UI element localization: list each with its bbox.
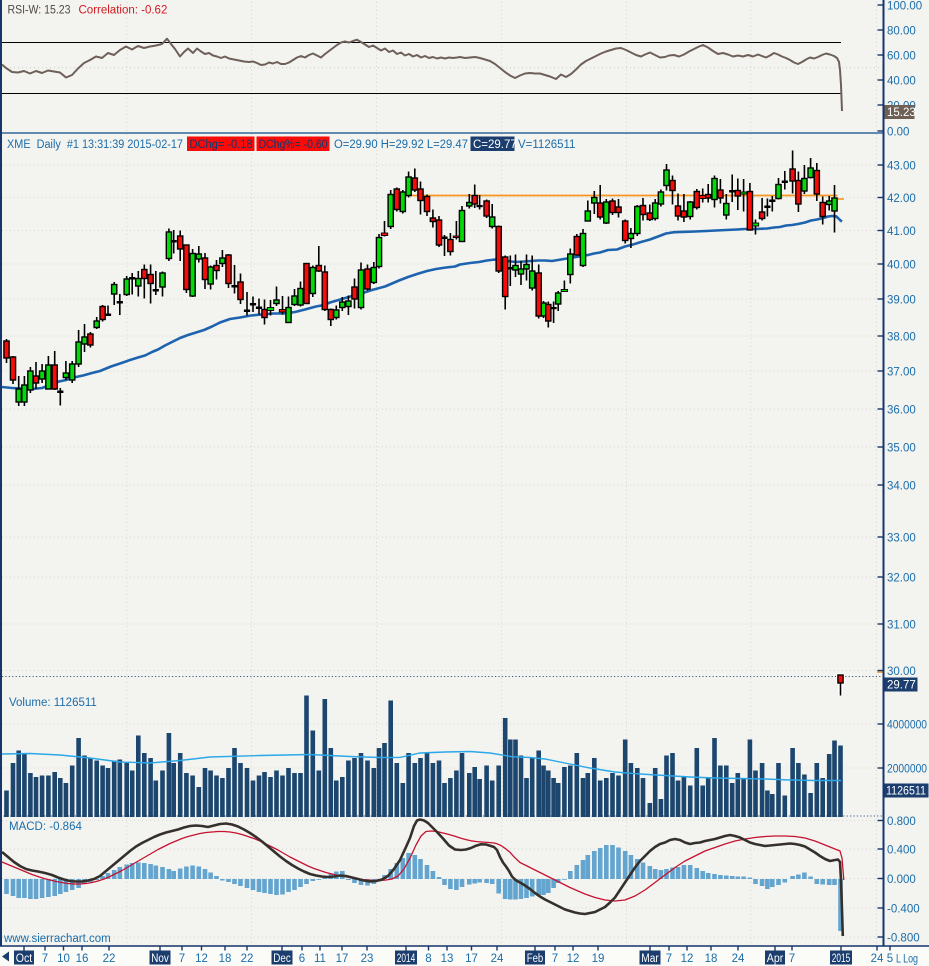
- svg-text:16: 16: [76, 953, 89, 965]
- svg-text:6: 6: [299, 953, 305, 965]
- svg-text:18: 18: [705, 953, 718, 965]
- svg-text:12: 12: [195, 953, 208, 965]
- svg-text:1126511: 1126511: [886, 786, 926, 798]
- svg-text:7: 7: [552, 953, 558, 965]
- svg-text:0.000: 0.000: [887, 874, 916, 886]
- svg-text:39.00: 39.00: [887, 295, 916, 307]
- svg-text:11: 11: [314, 953, 326, 965]
- svg-text:5: 5: [887, 953, 893, 965]
- svg-text:41.00: 41.00: [887, 226, 916, 238]
- svg-text:8: 8: [425, 953, 431, 965]
- svg-text:0.800: 0.800: [887, 816, 916, 828]
- svg-text:2015: 2015: [832, 953, 851, 965]
- svg-text:15.23: 15.23: [887, 107, 916, 119]
- svg-text:31.00: 31.00: [887, 620, 916, 632]
- svg-text:Volume: 1126511: Volume: 1126511: [9, 697, 97, 709]
- svg-text:12: 12: [567, 953, 580, 965]
- svg-text:80.00: 80.00: [887, 26, 916, 38]
- svg-text:13: 13: [441, 953, 454, 965]
- svg-text:Apr: Apr: [767, 953, 784, 965]
- svg-text:O=29.90 H=29.92 L=29.47: O=29.90 H=29.92 L=29.47: [334, 139, 468, 151]
- svg-text:22: 22: [103, 953, 116, 965]
- svg-text:0.00: 0.00: [887, 127, 909, 139]
- svg-text:DChg%= -0.60: DChg%= -0.60: [259, 139, 328, 151]
- svg-text:7: 7: [179, 953, 185, 965]
- svg-text:37.00: 37.00: [887, 367, 916, 379]
- svg-text:12: 12: [681, 953, 694, 965]
- svg-text:36.00: 36.00: [887, 405, 916, 417]
- svg-text:29.77: 29.77: [887, 680, 916, 692]
- svg-text:42.00: 42.00: [887, 193, 916, 205]
- svg-text:23: 23: [361, 953, 374, 965]
- svg-text:7: 7: [789, 953, 795, 965]
- svg-text:Dec: Dec: [273, 953, 291, 965]
- svg-text:35.00: 35.00: [887, 443, 916, 455]
- svg-text:38.00: 38.00: [887, 332, 916, 344]
- svg-text:0.400: 0.400: [887, 845, 916, 857]
- svg-text:100.00: 100.00: [887, 1, 922, 13]
- svg-text:22: 22: [241, 953, 254, 965]
- svg-text:24: 24: [732, 953, 745, 965]
- svg-text:DChg= -0.18: DChg= -0.18: [190, 139, 253, 151]
- svg-text:-0.400: -0.400: [887, 904, 920, 916]
- svg-text:Nov: Nov: [151, 953, 169, 965]
- svg-text:RSI-W: 15.23: RSI-W: 15.23: [8, 5, 71, 17]
- svg-text:7: 7: [42, 953, 48, 965]
- svg-text:2000000: 2000000: [887, 764, 927, 776]
- svg-text:10: 10: [57, 953, 70, 965]
- svg-text:7: 7: [666, 953, 672, 965]
- svg-text:-0.800: -0.800: [887, 933, 920, 945]
- svg-text:2014: 2014: [397, 953, 416, 965]
- svg-text:Feb: Feb: [527, 953, 544, 965]
- svg-text:32.00: 32.00: [887, 573, 916, 585]
- svg-text:40.00: 40.00: [887, 76, 916, 88]
- svg-text:MACD: -0.864: MACD: -0.864: [9, 821, 82, 833]
- svg-text:4000000: 4000000: [887, 720, 927, 732]
- svg-text:60.00: 60.00: [887, 51, 916, 63]
- svg-text:XME Daily #1 13:31:39 2015-0: XME Daily #1 13:31:39 2015-02-17: [7, 139, 183, 151]
- svg-text:33.00: 33.00: [887, 533, 916, 545]
- svg-text:L Log: L Log: [896, 954, 918, 966]
- svg-text:18: 18: [219, 953, 232, 965]
- svg-text:Oct: Oct: [16, 953, 33, 965]
- svg-text:17: 17: [336, 953, 349, 965]
- svg-text:17: 17: [465, 953, 478, 965]
- svg-text:24: 24: [491, 953, 504, 965]
- svg-text:34.00: 34.00: [887, 481, 916, 493]
- svg-text:C=29.77: C=29.77: [473, 139, 517, 151]
- svg-text:30.00: 30.00: [887, 666, 916, 678]
- svg-text:Correlation: -0.62: Correlation: -0.62: [79, 5, 168, 17]
- svg-text:24: 24: [871, 953, 884, 965]
- svg-text:Mar: Mar: [641, 953, 659, 965]
- svg-text:40.00: 40.00: [887, 260, 916, 272]
- svg-text:19: 19: [592, 953, 605, 965]
- svg-text:43.00: 43.00: [887, 161, 916, 173]
- svg-text:V=1126511: V=1126511: [518, 139, 575, 151]
- svg-text:www.sierrachart.com: www.sierrachart.com: [3, 933, 111, 945]
